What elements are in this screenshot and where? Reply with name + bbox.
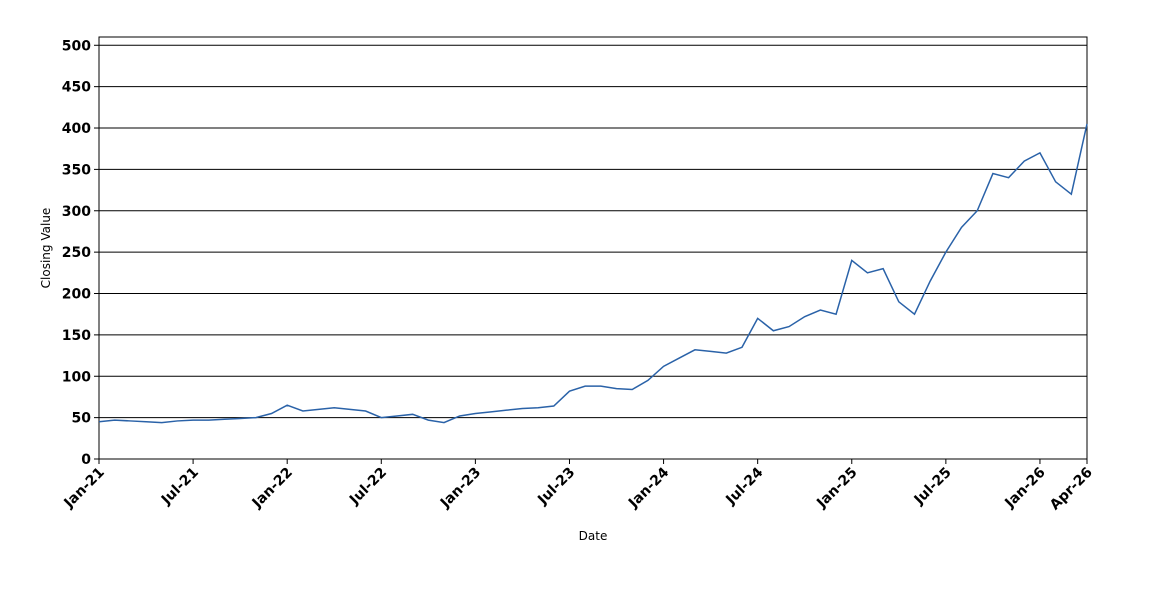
x-tick-label: Jan-26 [1001, 465, 1048, 512]
x-tick-label: Jan-22 [249, 465, 296, 512]
x-tick-label: Jul-23 [534, 465, 578, 509]
y-tick-label: 150 [62, 328, 91, 344]
x-tick-label: Jan-25 [813, 465, 860, 512]
y-tick-label: 350 [62, 162, 91, 178]
x-tick-label: Apr-26 [1047, 465, 1096, 514]
y-tick-label: 400 [62, 121, 91, 137]
x-tick-label: Jul-22 [346, 465, 390, 509]
plot-area [98, 36, 1088, 460]
x-tick-label: Jul-21 [158, 465, 202, 509]
y-axis-title: Closing Value [39, 208, 53, 289]
x-tick-label: Jan-24 [625, 464, 672, 511]
y-tick-label: 100 [62, 369, 91, 385]
x-tick-label: Jan-21 [61, 465, 108, 512]
x-tick-label: Jul-25 [911, 465, 955, 509]
y-tick-label: 0 [81, 452, 91, 468]
y-tick-label: 200 [62, 287, 91, 303]
y-tick-label: 50 [72, 411, 92, 427]
y-tick-label: 300 [62, 204, 91, 220]
y-tick-label: 500 [62, 38, 91, 54]
line-series [98, 123, 1088, 424]
x-tick-label: Jan-23 [437, 465, 484, 512]
y-tick-label: 250 [62, 245, 91, 261]
y-tick-label: 450 [62, 80, 91, 96]
x-tick-label: Jul-24 [722, 464, 766, 508]
x-axis-title: Date [579, 529, 608, 543]
